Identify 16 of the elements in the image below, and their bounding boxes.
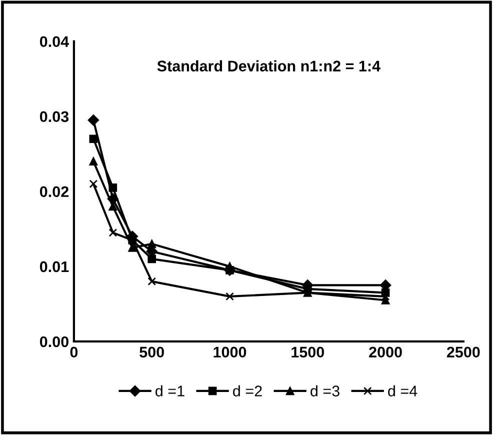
x-tick-label: 1000 [214,346,246,358]
y-tick-label: 0.01 [40,261,69,272]
x-tick-label: 0 [70,346,78,358]
legend-label: d =4 [388,385,418,396]
y-tick-label: 0.04 [40,36,70,48]
x-tick-label: 2500 [446,346,480,358]
y-tick-label: 0.03 [40,111,69,122]
legend-label: d =2 [233,385,262,396]
y-tick-label: 0.00 [40,336,68,348]
legend-label: d =3 [310,385,340,396]
x-tick-label: 500 [140,346,164,358]
text: Standard Deviation n1:n2 = 1:4 [157,60,380,72]
y-tick-label: 0.02 [40,186,68,198]
x-tick-label: 1500 [292,346,324,358]
legend-label: d =1 [156,385,184,396]
x-tick-label: 2000 [369,346,402,358]
